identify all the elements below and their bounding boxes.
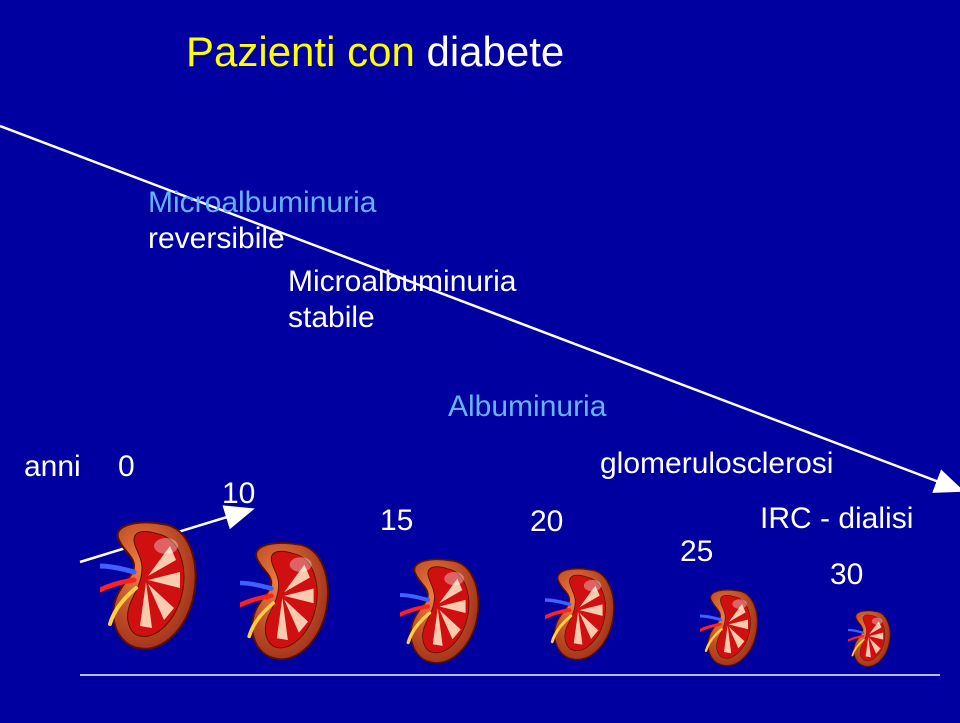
tick-20: 20 bbox=[530, 505, 563, 539]
kidney-icon-k0 bbox=[100, 516, 200, 656]
slide-title: Pazienti con diabete bbox=[186, 28, 564, 76]
tick-15: 15 bbox=[380, 504, 413, 538]
kidney-icon-k15 bbox=[400, 554, 482, 669]
kidney-icon-k30 bbox=[848, 608, 892, 670]
kidney-icon-k20 bbox=[545, 564, 617, 665]
stage-label-albuminuria: Albuminuria bbox=[448, 390, 606, 424]
title-part2: diabete bbox=[426, 28, 564, 75]
stage-label-micro-stab-2: stabile bbox=[288, 301, 375, 335]
title-part1: Pazienti con bbox=[186, 28, 426, 75]
diagonal-line bbox=[0, 126, 960, 490]
tick-30: 30 bbox=[830, 558, 863, 592]
stage-label-micro-stab-1: Microalbuminuria bbox=[288, 265, 516, 299]
kidney-icon-k25 bbox=[700, 586, 760, 670]
stage-label-glomerulo: glomerulosclerosi bbox=[600, 447, 833, 481]
stage-label-micro-rev-2: reversibile bbox=[148, 222, 285, 256]
tick-0: 0 bbox=[118, 450, 135, 484]
slide: Pazienti con diabete Microalbuminuriarev… bbox=[0, 0, 960, 723]
tick-25: 25 bbox=[680, 535, 713, 569]
kidney-icon-k10 bbox=[240, 537, 332, 666]
tick-10: 10 bbox=[222, 477, 255, 511]
axis-label-anni: anni bbox=[24, 450, 81, 484]
stage-label-micro-rev-1: Microalbuminuria bbox=[148, 186, 376, 220]
stage-label-irc: IRC - dialisi bbox=[760, 502, 913, 536]
